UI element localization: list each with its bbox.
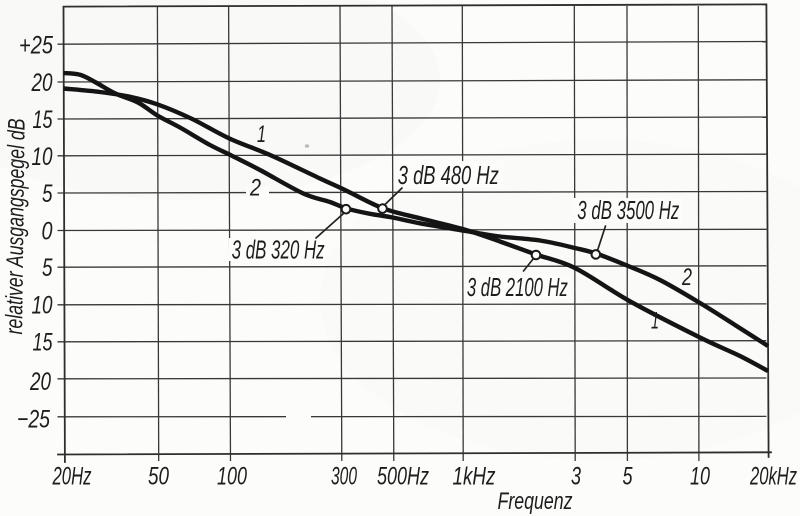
svg-text:20Hz: 20Hz (52, 462, 92, 490)
svg-text:100: 100 (217, 462, 247, 490)
svg-text:2: 2 (681, 264, 692, 291)
svg-text:300: 300 (331, 462, 357, 490)
svg-text:50: 50 (148, 462, 169, 490)
svg-text:500Hz: 500Hz (377, 462, 429, 490)
svg-text:1: 1 (651, 308, 659, 335)
svg-text:5: 5 (42, 254, 53, 282)
svg-text:3 dB 320 Hz: 3 dB 320 Hz (232, 234, 325, 264)
svg-text:1: 1 (257, 121, 266, 148)
svg-text:20: 20 (29, 368, 51, 396)
svg-text:+25: +25 (19, 31, 53, 59)
svg-text:3 dB 3500 Hz: 3 dB 3500 Hz (577, 195, 679, 225)
svg-text:3 dB 2100 Hz: 3 dB 2100 Hz (467, 272, 568, 302)
svg-text:Frequenz: Frequenz (498, 488, 573, 515)
svg-text:0: 0 (42, 217, 53, 245)
svg-text:20kHz: 20kHz (749, 462, 797, 490)
svg-text:10: 10 (690, 462, 710, 490)
svg-text:5: 5 (42, 180, 53, 208)
svg-text:relativer Ausgangspegel dB: relativer Ausgangspegel dB (1, 118, 31, 334)
svg-text:3 dB 480 Hz: 3 dB 480 Hz (398, 160, 499, 190)
svg-text:3: 3 (571, 462, 581, 490)
svg-text:−25: −25 (17, 406, 50, 434)
svg-text:10: 10 (32, 143, 53, 171)
svg-text:15: 15 (33, 329, 53, 357)
svg-text:5: 5 (623, 462, 633, 490)
svg-text:2: 2 (249, 175, 261, 202)
svg-text:10: 10 (32, 292, 53, 320)
svg-text:1kHz: 1kHz (453, 462, 496, 490)
svg-text:15: 15 (33, 106, 53, 134)
svg-text:20: 20 (31, 69, 53, 97)
